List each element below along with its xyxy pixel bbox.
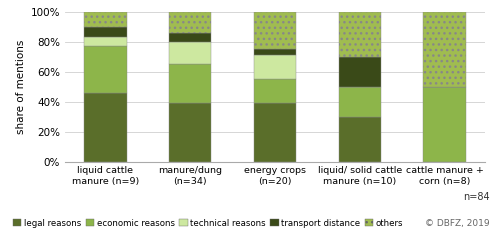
Y-axis label: share of mentions: share of mentions [16,40,26,134]
Bar [424,87,466,162]
Bar [338,87,381,117]
Bar [84,46,126,93]
Bar [84,27,126,37]
Legend: legal reasons, economic reasons, technical reasons, transport distance, others: legal reasons, economic reasons, technic… [10,215,407,231]
Text: © DBFZ, 2019: © DBFZ, 2019 [426,219,490,228]
Bar [84,37,126,46]
Bar [84,93,126,162]
Bar [424,12,466,87]
Bar [254,103,296,162]
Bar [169,103,212,162]
Text: n=84: n=84 [464,192,490,202]
Bar [169,33,212,42]
Bar [254,12,296,50]
Bar [169,64,212,103]
Bar [338,12,381,57]
Bar [254,50,296,55]
Bar [254,79,296,103]
Bar [169,12,212,33]
Bar [84,12,126,27]
Bar [254,55,296,79]
Bar [169,42,212,64]
Bar [338,117,381,162]
Bar [338,57,381,87]
